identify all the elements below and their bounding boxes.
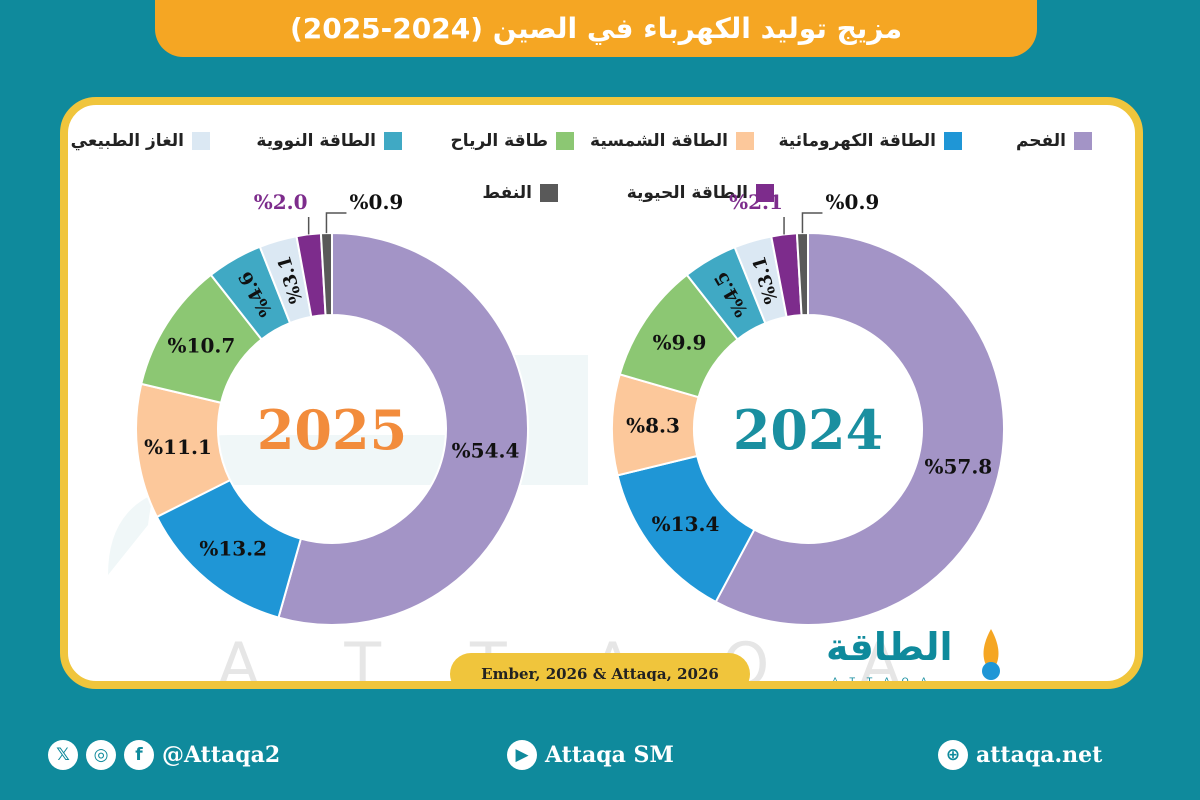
slice-label: %8.3 [626,414,680,438]
legend-item: الطاقة الكهرومائية [778,131,962,151]
legend-swatch [540,184,558,202]
legend-item: الفحم [1016,131,1092,151]
legend-label: طاقة الرياح [450,131,548,151]
youtube-icon[interactable]: ▶ [507,740,537,770]
youtube-footer: ▶ Attaqa SM [507,735,674,775]
legend-label: الطاقة النووية [256,131,376,151]
donut-slice [795,231,809,317]
legend-item: الطاقة الشمسية [590,131,754,151]
donut-charts: %57.8%13.4%8.3%9.9%4.5%3.1%2.1 %0.92024%5… [135,190,1005,626]
source-pill: Ember, 2026 & Attaqa, 2026 [450,653,750,683]
instagram-icon[interactable]: ◎ [86,740,116,770]
callout-label: %2.1 [729,190,783,214]
attaqa-logo: الطاقة ATTAQA [826,625,1016,687]
legend-item: الطاقة النووية [256,131,402,151]
callout-line [801,212,823,234]
legend-item: الطاقة الحيوية [627,183,774,203]
callout-label: %2.0 [254,190,308,214]
logo-subtext: ATTAQA [832,677,939,687]
legend-swatch [1074,132,1092,150]
legend-item: النفط [482,183,558,203]
callout-line [325,212,347,234]
legend-item: الغاز الطبيعي [71,131,210,151]
flame-drop-icon [982,629,1000,680]
logo-text: الطاقة [826,625,953,669]
legend-swatch [192,132,210,150]
callout-label: %0.9 [826,190,880,214]
slice-label: %11.1 [144,435,212,459]
legend-label: الطاقة الحيوية [626,183,748,203]
legend-swatch [944,132,962,150]
chart-panel: ATTAQA الفحم الطاقة الكهرومائية الطاقة الش… [60,97,1143,689]
legend-swatch [384,132,402,150]
legend-label: الغاز الطبيعي [70,131,184,151]
youtube-handle[interactable]: Attaqa SM [545,742,674,768]
legend-label: النفط [482,183,532,203]
donut-slice [714,231,1005,626]
callout-label: %0.9 [350,190,404,214]
social-handle[interactable]: @Attaqa2 [162,742,281,768]
slice-label: %57.8 [925,455,993,479]
social-footer: 𝕏 ◎ f @Attaqa2 [48,735,280,775]
donut-slice [277,231,529,626]
title-bar: مزيج توليد الكهرباء في الصين (2024-2025) [155,0,1037,57]
slice-label: %13.2 [199,536,267,560]
slice-label: %9.9 [653,330,707,354]
legend-swatch [736,132,754,150]
legend-item: طاقة الرياح [450,131,574,151]
center-year-label: 2025 [257,398,407,462]
slice-label: %10.7 [168,334,236,358]
globe-icon[interactable]: ⊕ [938,740,968,770]
source-text: Ember, 2026 & Attaqa, 2026 [481,665,719,683]
page-title: مزيج توليد الكهرباء في الصين (2024-2025) [289,12,903,45]
legend-swatch [756,184,774,202]
legend-label: الفحم [1015,131,1066,151]
legend-label: الطاقة الكهرومائية [778,131,936,151]
slice-label: %13.4 [652,512,720,536]
center-year-label: 2024 [733,398,883,462]
website-footer: ⊕ attaqa.net [938,735,1102,775]
legend-label: الطاقة الشمسية [590,131,728,151]
legend-swatch [556,132,574,150]
facebook-icon[interactable]: f [124,740,154,770]
website-link[interactable]: attaqa.net [976,742,1103,768]
slice-label: %54.4 [452,438,520,462]
x-twitter-icon[interactable]: 𝕏 [48,740,78,770]
donut-slice [319,231,333,317]
